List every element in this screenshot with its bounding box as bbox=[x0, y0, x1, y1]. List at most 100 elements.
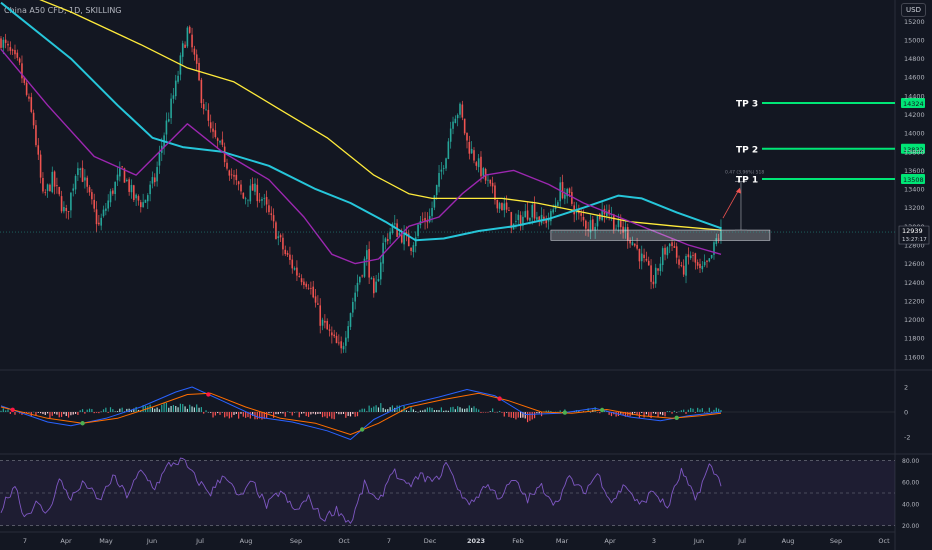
candle-body bbox=[116, 174, 119, 181]
macd-bar bbox=[466, 408, 468, 412]
candle-body bbox=[60, 196, 63, 212]
macd-bar bbox=[445, 410, 447, 412]
macd-bar bbox=[42, 412, 44, 415]
macd-bar bbox=[424, 409, 426, 412]
macd-bar bbox=[526, 412, 529, 423]
candle-body bbox=[421, 219, 424, 221]
candle bbox=[417, 223, 419, 239]
candle-body bbox=[188, 26, 191, 33]
candle bbox=[347, 320, 349, 342]
candle-body bbox=[205, 109, 207, 111]
candle-body bbox=[212, 128, 214, 132]
candle bbox=[300, 274, 303, 286]
macd-bar bbox=[231, 412, 233, 418]
candle-body bbox=[643, 254, 645, 259]
candle bbox=[503, 196, 506, 218]
candle-body bbox=[368, 248, 370, 278]
macd-axis-label: -2 bbox=[904, 434, 910, 442]
candle bbox=[63, 201, 65, 214]
candle-body bbox=[459, 103, 461, 115]
candle-body bbox=[391, 223, 394, 234]
candle-body bbox=[359, 276, 361, 283]
macd-bar bbox=[417, 411, 419, 413]
candle bbox=[242, 192, 245, 200]
price-axis-label: 13200 bbox=[904, 204, 925, 212]
candle bbox=[191, 27, 193, 53]
macd-bar bbox=[510, 412, 512, 418]
candle-body bbox=[284, 249, 287, 255]
macd-cross-dot bbox=[497, 396, 502, 401]
candle bbox=[307, 284, 310, 290]
candle-body bbox=[303, 281, 305, 286]
macd-bar bbox=[119, 408, 121, 412]
macd-bar bbox=[200, 407, 202, 412]
sma-slow-line bbox=[39, 0, 722, 231]
candle-body bbox=[494, 185, 496, 200]
candle-body bbox=[652, 281, 655, 285]
candle bbox=[188, 25, 191, 34]
macd-bar bbox=[608, 412, 610, 415]
macd-cross-dot bbox=[206, 392, 211, 397]
candle-body bbox=[449, 128, 452, 142]
macd-bar bbox=[165, 402, 168, 412]
candle-body bbox=[105, 208, 107, 211]
macd-bar bbox=[238, 412, 240, 419]
macd-bar bbox=[214, 412, 216, 416]
macd-bar bbox=[326, 412, 328, 419]
candle-body bbox=[624, 227, 627, 232]
macd-bar bbox=[142, 405, 144, 412]
macd-bar bbox=[324, 412, 326, 417]
macd-bar bbox=[151, 407, 154, 412]
candle bbox=[480, 151, 482, 183]
candle-body bbox=[88, 187, 91, 193]
candle bbox=[310, 281, 312, 295]
candle bbox=[342, 342, 345, 353]
candle bbox=[359, 276, 361, 285]
candle bbox=[181, 40, 184, 65]
time-axis-label: Feb bbox=[512, 537, 524, 545]
candle bbox=[703, 254, 706, 268]
candle bbox=[475, 160, 478, 171]
candle-body bbox=[49, 184, 51, 192]
candle bbox=[14, 44, 16, 60]
macd-bar bbox=[394, 407, 396, 412]
candle-body bbox=[664, 247, 666, 255]
price-axis-label: 14600 bbox=[904, 74, 925, 82]
macd-bar bbox=[349, 412, 352, 417]
candle bbox=[137, 194, 140, 206]
macd-bar bbox=[361, 408, 363, 412]
candle-body bbox=[582, 216, 585, 221]
candle-body bbox=[275, 222, 277, 240]
candle bbox=[282, 233, 284, 256]
candle bbox=[447, 138, 450, 160]
macd-bar bbox=[531, 412, 533, 420]
macd-bar bbox=[440, 407, 442, 412]
macd-bar bbox=[100, 411, 102, 413]
candle-body bbox=[254, 183, 256, 192]
candle-body bbox=[668, 243, 671, 247]
macd-bar bbox=[561, 412, 564, 413]
macd-bar bbox=[471, 407, 473, 412]
candle bbox=[270, 206, 273, 221]
macd-cross-dot bbox=[674, 415, 679, 421]
candle bbox=[207, 103, 210, 127]
currency-button[interactable]: USD bbox=[901, 3, 926, 17]
macd-bar bbox=[678, 411, 680, 413]
candle bbox=[473, 147, 475, 164]
candle bbox=[452, 116, 454, 135]
candle-body bbox=[347, 326, 349, 339]
candle-body bbox=[650, 265, 652, 282]
macd-bar bbox=[683, 409, 685, 412]
candle bbox=[277, 231, 280, 246]
macd-bar bbox=[259, 412, 261, 419]
candle bbox=[643, 248, 645, 263]
macd-bar bbox=[86, 409, 88, 412]
macd-bar bbox=[373, 406, 375, 412]
macd-bar bbox=[277, 412, 279, 415]
candle-body bbox=[272, 215, 275, 222]
candle bbox=[279, 233, 282, 243]
candle bbox=[226, 158, 228, 171]
candle bbox=[79, 167, 82, 178]
candle bbox=[107, 194, 109, 212]
